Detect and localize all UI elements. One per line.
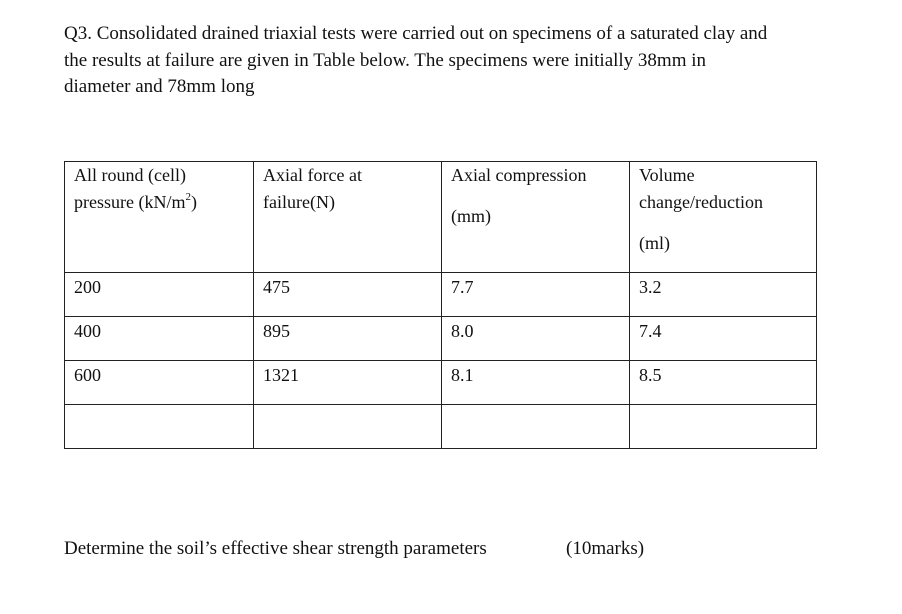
question-line: Q3. Consolidated drained triaxial tests … [64,23,768,44]
table-cell: 895 [253,316,442,361]
table-cell: 8.5 [629,360,817,405]
question-line: the results at failure are given in Tabl… [64,49,707,71]
header-cell-cell-pressure: All round (cell) pressure (kN/m2) [64,161,254,273]
table-cell: 475 [253,272,442,317]
results-table: All round (cell) pressure (kN/m2) Axial … [64,161,817,449]
table-cell: 3.2 [629,272,817,317]
question-line: diameter and 78mm long [64,76,255,97]
instruction-text: Determine the soil’s effective shear str… [64,538,487,559]
table-cell: 400 [64,316,254,361]
table-row: 200 475 7.7 3.2 [64,272,817,317]
table-cell [64,404,254,449]
table-cell: 7.4 [629,316,817,361]
table-row: 400 895 8.0 7.4 [64,316,817,361]
table-cell [629,404,817,449]
table-row-empty [64,404,817,449]
table-cell: 8.1 [441,360,630,405]
table-header-row: All round (cell) pressure (kN/m2) Axial … [64,161,817,273]
table-cell: 1321 [253,360,442,405]
table-row: 600 1321 8.1 8.5 [64,360,817,405]
header-cell-axial-compression: Axial compression (mm) [441,161,630,273]
table-cell: 200 [64,272,254,317]
header-cell-volume-change: Volume change/reduction (ml) [629,161,817,273]
table-cell: 8.0 [441,316,630,361]
table-cell: 600 [64,360,254,405]
table-cell: 7.7 [441,272,630,317]
question-text: Q3. Consolidated drained triaxial tests … [64,21,844,101]
marks-label: (10marks) [566,538,645,559]
table-cell [441,404,630,449]
header-cell-axial-force: Axial force at failure(N) [253,161,442,273]
table-cell [253,404,442,449]
